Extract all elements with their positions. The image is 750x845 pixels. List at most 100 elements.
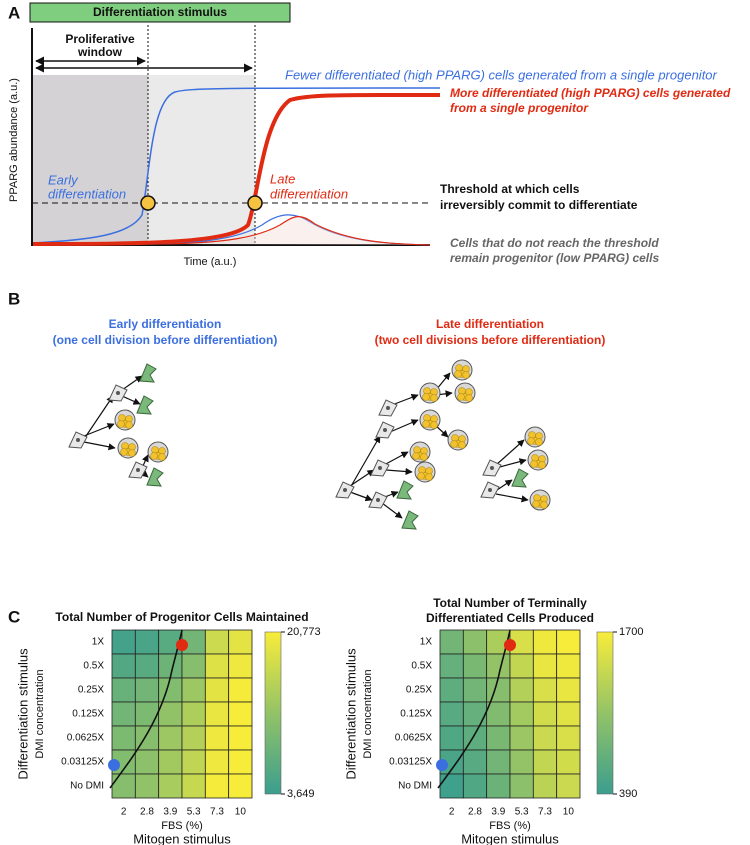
nucleus — [76, 438, 80, 442]
nucleus — [488, 488, 492, 492]
y-tick-label: 1X — [92, 637, 105, 648]
heatmap-cell — [134, 701, 160, 727]
heatmap-cell — [228, 701, 253, 727]
arrow — [121, 395, 141, 405]
nucleus — [378, 466, 382, 470]
x-tick-label: 5.3 — [187, 807, 201, 818]
lipid-droplet — [530, 460, 538, 468]
heatmap-cell — [181, 701, 206, 727]
y-tick-label: 0.25X — [406, 685, 432, 696]
early-window — [33, 75, 148, 245]
heatmap-cell — [462, 629, 488, 655]
heatmap-cell — [134, 773, 160, 799]
heatmap-cell — [181, 653, 206, 679]
heatmap-cell — [439, 701, 464, 727]
x-axis-superlabel: Mitogen stimulus — [133, 831, 231, 845]
heatmap-cell — [509, 677, 534, 703]
more-note: More differentiated (high PPARG) cells g… — [450, 86, 731, 100]
x-tick-label: 10 — [563, 807, 575, 818]
y-axis-superlabel: Differentiation stimulus — [15, 648, 30, 780]
lipid-droplet — [420, 453, 428, 461]
heatmap-cell — [486, 773, 511, 799]
heatmap-cell — [509, 701, 534, 727]
lipid-droplet — [125, 421, 133, 429]
lipid-droplet — [454, 370, 462, 378]
nucleus — [116, 391, 120, 395]
heatmap-cell — [486, 701, 511, 727]
panel-letter: A — [8, 3, 20, 22]
heatmap-cell — [486, 677, 511, 703]
threshold-note: Threshold at which cells — [440, 182, 580, 196]
window-label: Proliferative — [65, 32, 135, 46]
x-tick-label: 7.3 — [210, 807, 224, 818]
heatmap-cell — [556, 773, 581, 799]
heatmap-cell — [228, 749, 253, 775]
lipid-droplet — [457, 393, 465, 401]
arrow — [83, 423, 115, 437]
heatmap-cell — [228, 653, 253, 679]
heatmap-cell — [204, 749, 230, 775]
progenitor-note: remain progenitor (low PPARG) cells — [450, 251, 659, 265]
differentiated-cell — [146, 467, 164, 487]
lipid-droplet — [527, 437, 535, 445]
lipid-droplet — [417, 472, 425, 480]
heatmap-cell — [111, 725, 136, 751]
x-tick-label: 2 — [449, 807, 455, 818]
heatmap-cell — [556, 629, 581, 655]
arrow — [349, 491, 373, 502]
y-tick-label: 0.25X — [78, 685, 104, 696]
chart-title: Total Number of Progenitor Cells Maintai… — [55, 610, 308, 624]
heatmap-cell — [228, 773, 253, 799]
y-tick-label: 1X — [420, 637, 433, 648]
chart-title: Differentiated Cells Produced — [426, 611, 594, 625]
nucleus — [343, 488, 347, 492]
y-tick-label: No DMI — [398, 781, 432, 792]
fewer-note: Fewer differentiated (high PPARG) cells … — [285, 67, 718, 82]
heatmap-cell — [509, 725, 534, 751]
late-curve — [32, 92, 441, 246]
chart-title: Total Number of Terminally — [433, 596, 587, 610]
heatmap-cell — [204, 773, 230, 799]
lipid-droplet — [430, 421, 438, 429]
heatmap-cell — [134, 629, 160, 655]
stimulus-bar — [29, 2, 291, 23]
x-axis-superlabel: Mitogen stimulus — [461, 831, 559, 845]
y-tick-label: 0.125X — [72, 709, 104, 720]
window-label: window — [77, 45, 123, 59]
y-tick-label: 0.5X — [411, 661, 432, 672]
panel-b: B Early differentiation (one cell divisi… — [8, 289, 605, 530]
heatmap-cell — [439, 653, 464, 679]
heatmap-cell — [181, 773, 206, 799]
arrow — [349, 469, 375, 487]
early-label: differentiation — [48, 186, 126, 201]
nucleus — [490, 466, 494, 470]
heatmap-cell — [181, 677, 206, 703]
differentiated-cell — [511, 468, 529, 488]
x-tick-label: 2 — [121, 807, 127, 818]
lipid-droplet — [532, 500, 540, 508]
arrow — [385, 467, 413, 476]
arrow — [383, 451, 409, 466]
nucleus — [136, 468, 140, 472]
heatmap-cell — [486, 725, 511, 751]
differentiated-cell — [401, 510, 419, 530]
heatmap-cell — [556, 725, 581, 751]
differentiated-cell — [139, 363, 157, 383]
heatmap-cell — [509, 749, 534, 775]
heatmap-cell — [556, 653, 581, 679]
colorbar-tick-label: 1700 — [619, 626, 643, 638]
heatmap-cell — [532, 749, 558, 775]
lipid-droplet — [422, 420, 430, 428]
heatmap-cell — [462, 749, 488, 775]
differentiated-cell — [396, 480, 414, 500]
commit-point — [140, 195, 156, 211]
heatmap-cell — [204, 629, 230, 655]
arrow — [495, 493, 529, 503]
y-tick-label: 0.03125X — [61, 757, 104, 768]
arrow — [495, 439, 525, 466]
threshold-note: irreversibly commit to differentiate — [440, 198, 638, 212]
panel-letter: C — [8, 607, 20, 626]
more-note: from a single progenitor — [450, 101, 589, 115]
heatmap-cell — [439, 677, 464, 703]
lipid-droplet — [128, 449, 136, 457]
